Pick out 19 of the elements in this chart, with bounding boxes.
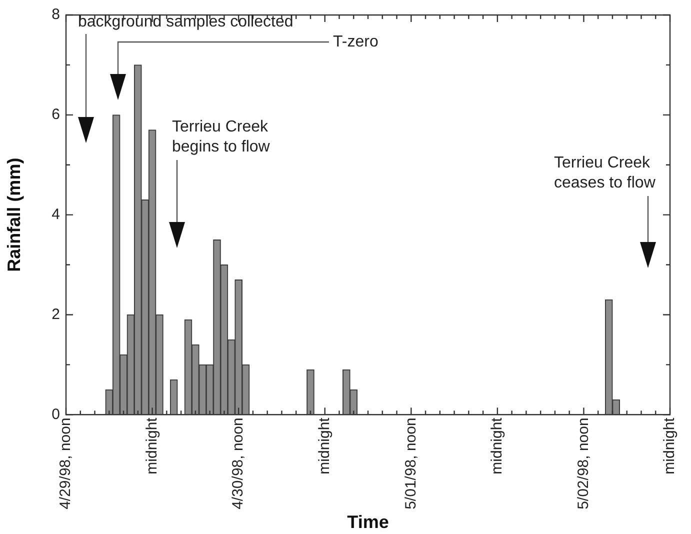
y-tick-label: 0 bbox=[52, 406, 60, 423]
x-tick-label: 5/02/98, noon bbox=[574, 418, 592, 510]
y-tick-label: 8 bbox=[52, 6, 60, 24]
x-tick-label: 4/29/98, noon bbox=[57, 418, 74, 510]
x-tick-label: midnight bbox=[316, 416, 333, 474]
annotation: T-zero bbox=[333, 33, 378, 50]
x-tick-label: midnight bbox=[661, 416, 678, 474]
y-tick-label: 6 bbox=[52, 106, 60, 124]
x-tick-label: midnight bbox=[488, 416, 506, 474]
annotation: background samples collected bbox=[78, 13, 294, 30]
annotation: Terrieu Creek ceases to flow bbox=[554, 154, 656, 192]
x-tick-label: 4/30/98, noon bbox=[230, 418, 247, 510]
y-tick-label: 2 bbox=[52, 306, 60, 323]
y-tick-label: 4 bbox=[52, 206, 60, 223]
y-axis-title: Rainfall (mm) bbox=[4, 158, 24, 272]
x-tick-label: midnight bbox=[143, 416, 160, 474]
x-tick-label: 5/01/98, noon bbox=[402, 418, 420, 510]
annotation: Terrieu Creek begins to flow bbox=[172, 118, 270, 156]
x-axis-title: Time bbox=[347, 512, 389, 532]
